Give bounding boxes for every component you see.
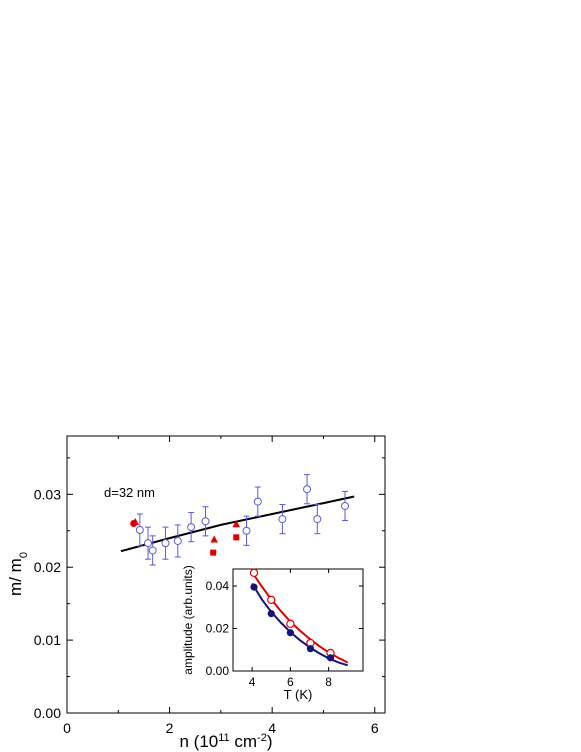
open-circle-point (144, 539, 153, 548)
main-data-points (130, 474, 349, 566)
inset-filled-circle-point (250, 583, 258, 591)
inset-filled-circle-point (306, 645, 315, 653)
main-x-tick-label: 6 (371, 720, 379, 736)
inset-x-tick-label: 8 (325, 675, 332, 689)
inset-filled-circle-point (326, 654, 335, 662)
inset-y-tick-label: 0.04 (206, 579, 230, 593)
main-y-tick-label: 0.01 (34, 632, 61, 648)
main-x-tick-label: 2 (166, 720, 174, 736)
main-y-tick-label: 0.03 (34, 486, 61, 502)
inset-open-circle-point (267, 595, 276, 605)
inset-open-circle-point (249, 568, 259, 578)
thickness-annotation: d=32 nm (104, 485, 155, 500)
inset-x-tick-label: 6 (287, 675, 294, 689)
inset-data-points (249, 568, 335, 662)
open-circle-point (201, 517, 210, 526)
red-triangle-point (131, 518, 140, 526)
open-circle-point (278, 515, 287, 524)
open-circle-point (187, 523, 196, 532)
open-circle-point (303, 485, 312, 494)
inset-x-axis-label: T (K) (284, 687, 313, 702)
open-circle-point (135, 526, 144, 535)
inset-y-ticks: 0.00 0.02 0.04 (206, 579, 363, 678)
main-plot-frame (66, 435, 386, 714)
inset-filled-circle-point (267, 610, 275, 618)
main-y-tick-label: 0.02 (34, 559, 61, 575)
main-y-tick-label: 0.00 (34, 705, 61, 721)
main-y-ticks: 0.00 0.01 0.02 0.03 (34, 457, 385, 721)
open-circle-point (161, 539, 170, 548)
open-circle-point (313, 515, 322, 524)
red-square-point (233, 534, 240, 541)
open-circle-point (242, 526, 251, 535)
open-circle-point (173, 536, 182, 545)
main-x-tick-label: 0 (63, 720, 71, 736)
inset-open-circle-point (286, 619, 295, 629)
inset-y-axis-label: amplitude (arb.units) (181, 565, 195, 674)
inset-y-tick-label: 0.02 (206, 622, 230, 636)
main-x-ticks: 0 2 4 6 (63, 436, 379, 736)
open-circle-point (253, 497, 262, 506)
main-y-axis-label: m/ m0 (6, 552, 30, 596)
inset-filled-circle-point (286, 629, 294, 637)
main-x-axis-label: n (1011 cm-2) (179, 732, 272, 751)
red-triangle-point (210, 535, 219, 543)
open-circle-point (340, 501, 349, 510)
main-x-tick-label: 4 (268, 720, 276, 736)
inset-x-tick-label: 4 (249, 675, 256, 689)
red-triangle-point (232, 520, 241, 528)
red-square-point (210, 549, 217, 556)
inset-y-tick-label: 0.00 (206, 664, 230, 678)
open-circle-point (148, 546, 157, 555)
